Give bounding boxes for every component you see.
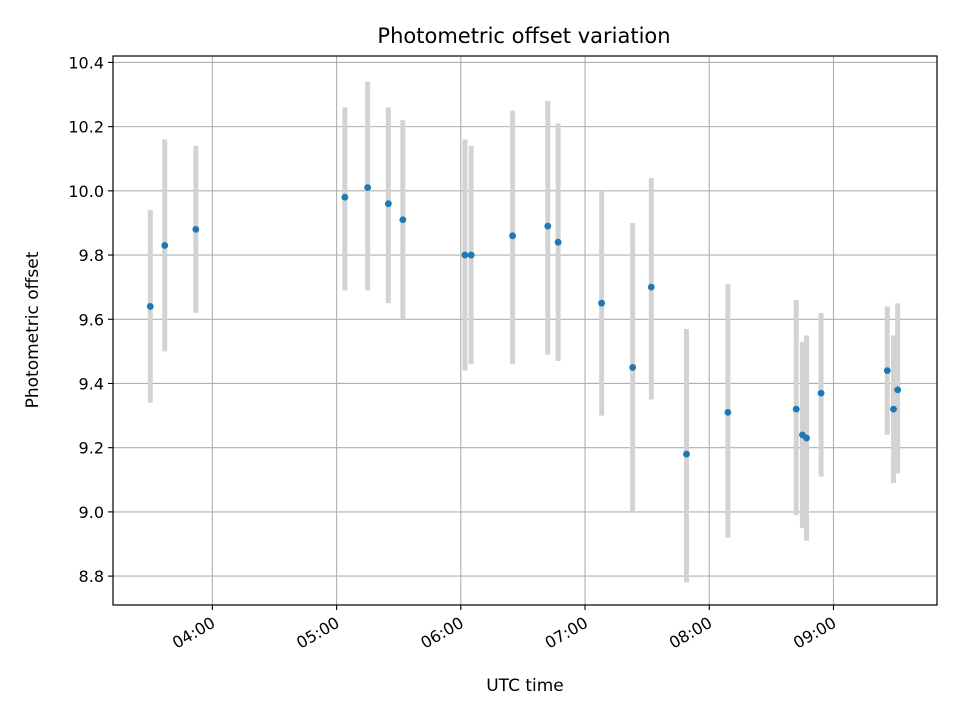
y-tick-label: 9.6	[79, 310, 104, 329]
x-tick-label: 09:00	[790, 613, 839, 653]
y-tick-label: 9.4	[79, 374, 104, 393]
x-axis-ticks: 04:00 05:00 06:00 07:00 08:00 09:00	[169, 605, 839, 653]
data-point	[598, 299, 606, 307]
x-tick-label: 05:00	[293, 613, 342, 653]
data-point	[467, 251, 475, 259]
x-tick-label: 08:00	[666, 613, 715, 653]
y-tick-label: 9.8	[79, 246, 104, 265]
data-point	[192, 225, 200, 233]
data-point	[883, 367, 891, 375]
data-point	[554, 238, 562, 246]
error-bars	[147, 81, 901, 583]
x-tick-label: 04:00	[169, 613, 218, 653]
data-point	[803, 434, 810, 442]
data-points	[146, 184, 902, 458]
data-point	[146, 303, 154, 310]
y-tick-label: 8.8	[79, 567, 104, 586]
y-axis-label: Photometric offset	[23, 251, 43, 408]
data-point	[341, 193, 349, 201]
data-point	[364, 184, 372, 192]
chart-title: Photometric offset variation	[377, 24, 670, 48]
data-point	[683, 450, 690, 458]
y-tick-label: 10.2	[68, 118, 104, 137]
data-point	[544, 222, 552, 230]
y-tick-label: 9.2	[79, 439, 104, 458]
x-tick-label: 07:00	[542, 613, 591, 653]
plot-frame	[112, 55, 938, 606]
x-tick-label: 06:00	[417, 613, 466, 653]
grid	[113, 56, 937, 605]
y-tick-label: 10.0	[68, 182, 104, 201]
data-point	[894, 386, 902, 394]
y-axis-ticks: 8.8 9.0 9.2 9.4 9.6 9.8 10.0 10.2 10.4	[68, 53, 113, 586]
y-tick-label: 9.0	[79, 503, 104, 522]
data-point	[817, 389, 825, 397]
data-point	[461, 251, 469, 259]
data-point	[890, 405, 897, 413]
data-point	[399, 216, 407, 224]
data-point	[161, 242, 169, 249]
x-axis-label: UTC time	[486, 676, 564, 696]
y-tick-label: 10.4	[68, 53, 104, 72]
data-point	[647, 283, 655, 291]
data-point	[792, 405, 800, 413]
data-point	[509, 232, 516, 240]
data-point	[724, 408, 732, 416]
data-point	[384, 200, 392, 208]
data-point	[629, 364, 637, 371]
